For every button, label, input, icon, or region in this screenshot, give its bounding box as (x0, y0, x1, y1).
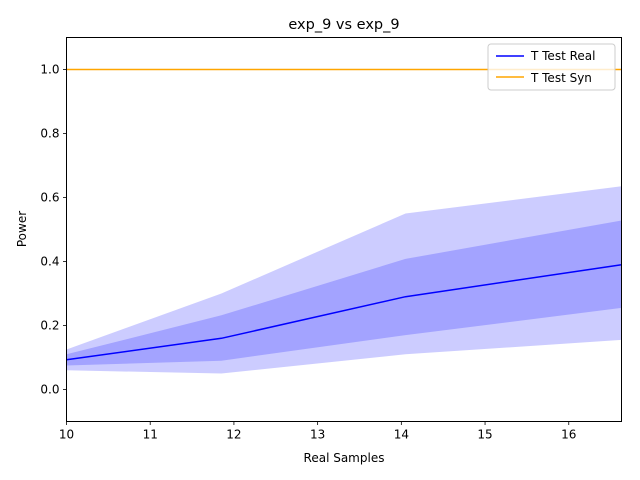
bands-layer (66, 186, 622, 374)
series-line-t-test-real (66, 263, 622, 361)
x-tick-label: 14 (394, 428, 409, 442)
confidence-band-0 (66, 186, 622, 374)
y-tick-label: 0.8 (40, 127, 59, 141)
x-ticks: 10 11 12 13 14 15 16 (59, 421, 576, 442)
confidence-band-1 (66, 220, 622, 366)
x-tick-label: 13 (310, 428, 325, 442)
y-tick-label: 0.2 (40, 319, 59, 333)
y-ticks: 0.0 0.2 0.4 0.6 0.8 1.0 (40, 63, 67, 397)
x-axis-label: Real Samples (304, 451, 385, 465)
legend-label-real: T Test Real (530, 49, 595, 63)
y-tick-label: 0.6 (40, 191, 59, 205)
y-tick-label: 0.0 (40, 383, 59, 397)
y-tick-label: 1.0 (40, 63, 59, 77)
y-axis-label: Power (15, 211, 29, 247)
x-tick-label: 10 (59, 428, 74, 442)
plot-frame (66, 37, 622, 422)
legend-label-syn: T Test Syn (530, 71, 592, 85)
y-tick-label: 0.4 (40, 255, 59, 269)
x-tick-label: 16 (561, 428, 576, 442)
chart-title: exp_9 vs exp_9 (288, 17, 399, 33)
x-tick-label: 11 (143, 428, 158, 442)
legend: T Test Real T Test Syn (487, 43, 616, 91)
x-tick-label: 12 (226, 428, 241, 442)
x-tick-label: 15 (477, 428, 492, 442)
